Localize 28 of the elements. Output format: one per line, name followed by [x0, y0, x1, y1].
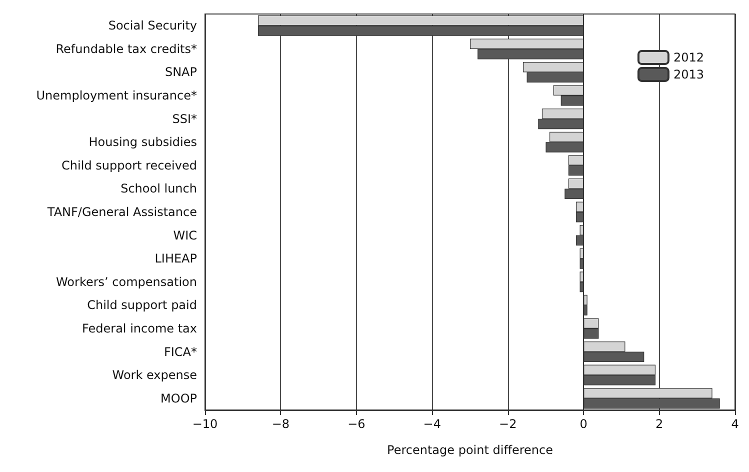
y-tick-label: School lunch — [120, 182, 197, 196]
x-tick-label: −4 — [423, 417, 441, 431]
y-tick-label: WIC — [173, 228, 197, 242]
legend-label: 2013 — [673, 68, 704, 82]
y-tick-label: Housing subsidies — [88, 135, 197, 150]
y-tick-label: LIHEAP — [154, 252, 197, 266]
y-tick-label: Unemployment insurance* — [36, 88, 197, 103]
y-tick-label: Federal income tax — [82, 321, 197, 336]
y-tick-label: MOOP — [160, 391, 197, 406]
y-tick-label: Social Security — [108, 18, 197, 33]
y-tick-label: FICA* — [164, 344, 197, 359]
x-tick-label: −2 — [499, 417, 517, 431]
y-tick-label: TANF/General Assistance — [46, 205, 197, 219]
x-tick-label: 2 — [655, 417, 664, 431]
y-tick-label: SNAP — [164, 65, 197, 80]
y-tick-label: SSI* — [172, 112, 197, 126]
y-tick-label: Workers’ compensation — [56, 274, 197, 289]
x-axis-title: Percentage point difference — [387, 443, 553, 457]
y-tick-label: Refundable tax credits* — [56, 42, 197, 56]
y-tick-label: Child support received — [62, 158, 197, 172]
legend-label: 2012 — [673, 50, 704, 64]
x-tick-label: −10 — [192, 417, 218, 431]
x-tick-label: −8 — [272, 417, 290, 431]
y-tick-label: Work expense — [112, 368, 197, 382]
x-tick-label: 0 — [580, 417, 588, 431]
x-tick-label: 4 — [731, 417, 739, 431]
y-tick-label: Child support paid — [87, 298, 197, 312]
x-tick-label: −6 — [348, 417, 366, 431]
